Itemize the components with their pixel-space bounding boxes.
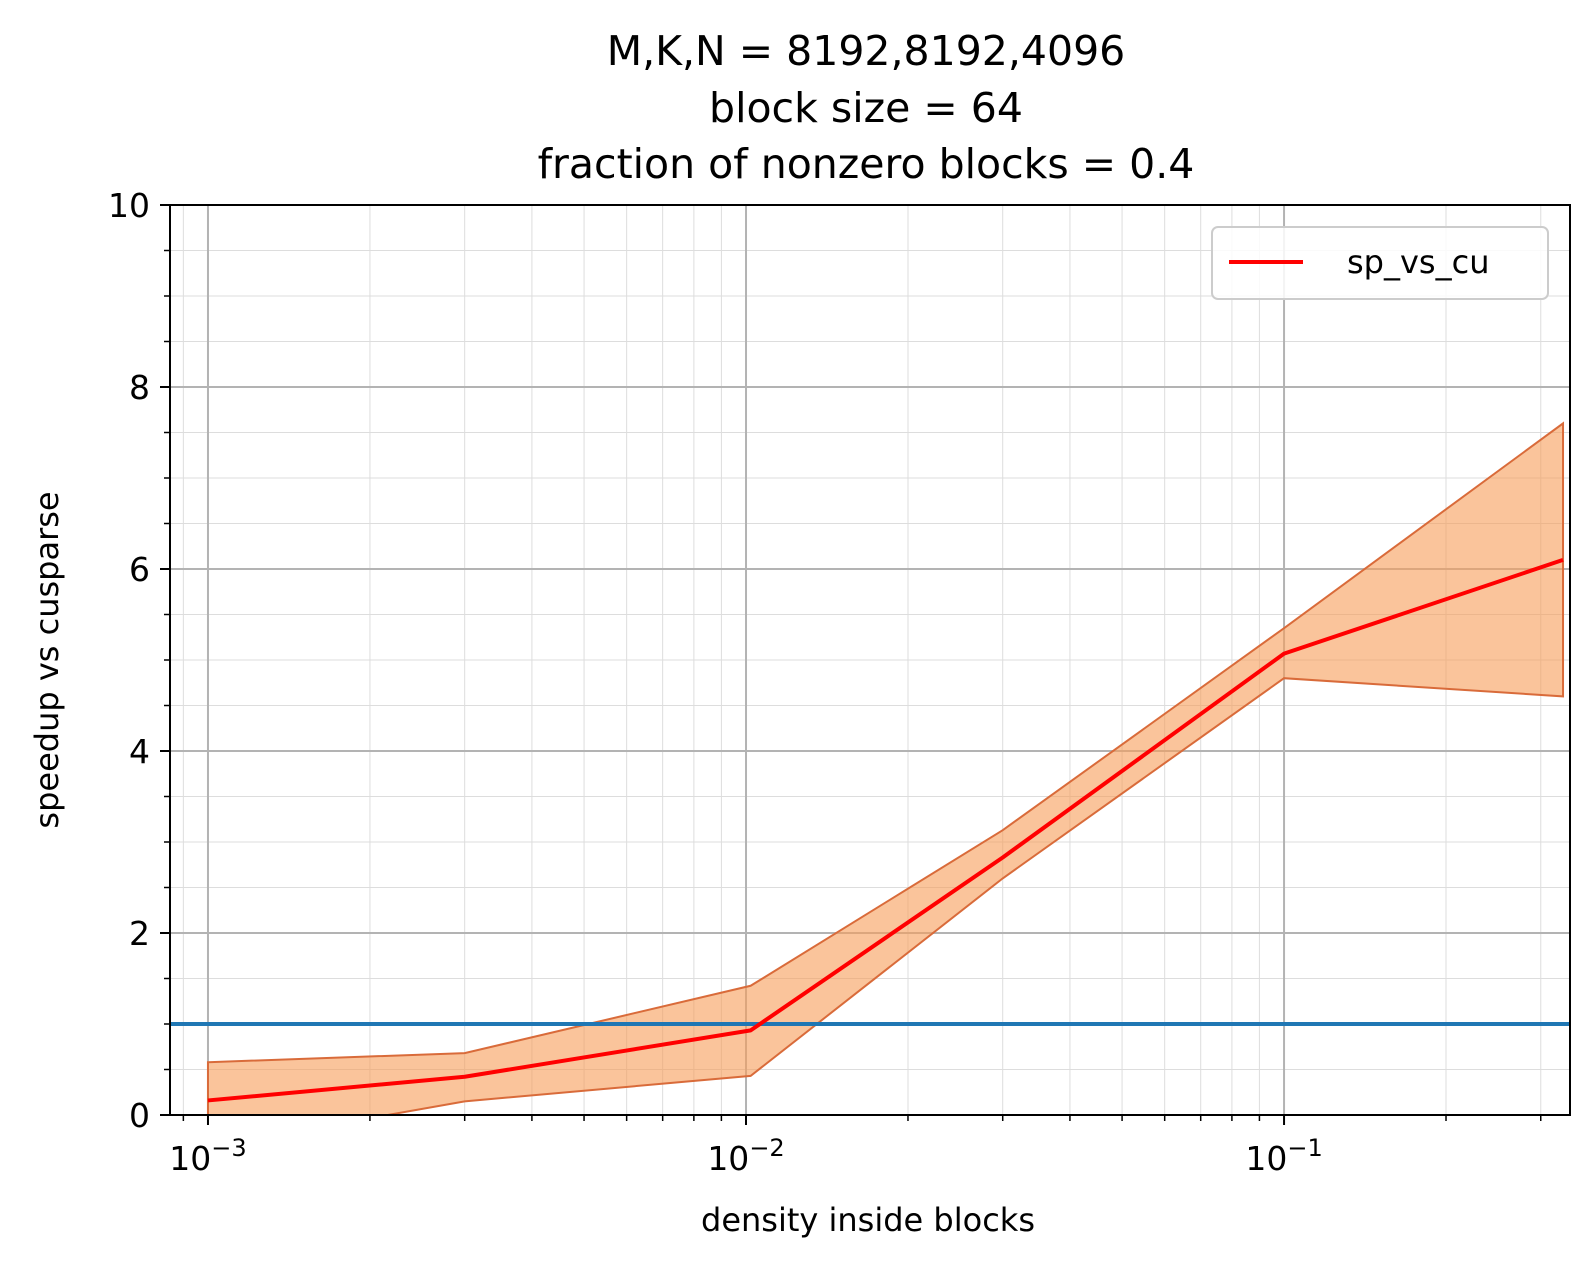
y-tick-label: 0 bbox=[129, 1096, 150, 1135]
y-tick-label: 4 bbox=[129, 732, 150, 771]
minor-grid bbox=[170, 205, 1570, 1115]
y-tick-label: 2 bbox=[129, 914, 150, 953]
chart-title-line-2: block size = 64 bbox=[709, 84, 1023, 132]
variance-band bbox=[206, 421, 1565, 1115]
x-axis-ticks: 10−3 10−2 10−1 bbox=[169, 1115, 1542, 1178]
legend-box bbox=[1211, 226, 1549, 300]
x-tick-label: 10−3 bbox=[169, 1134, 246, 1178]
x-tick-label: 10−1 bbox=[1245, 1134, 1322, 1178]
y-tick-label: 10 bbox=[108, 186, 150, 225]
x-tick-label: 10−2 bbox=[707, 1134, 784, 1178]
chart-title: M,K,N = 8192,8192,4096 block size = 64 f… bbox=[538, 27, 1195, 188]
legend[interactable]: sp_vs_cu bbox=[1211, 226, 1549, 300]
y-tick-label: 6 bbox=[129, 550, 150, 589]
chart-title-line-1: M,K,N = 8192,8192,4096 bbox=[607, 27, 1126, 75]
x-axis-label: density inside blocks bbox=[701, 1201, 1035, 1239]
chart-title-line-3: fraction of nonzero blocks = 0.4 bbox=[538, 140, 1195, 188]
legend-label-sp-vs-cu: sp_vs_cu bbox=[1347, 243, 1489, 281]
series-line-sp-vs-cu bbox=[207, 558, 1564, 1103]
y-tick-label: 8 bbox=[129, 368, 150, 407]
y-axis-ticks: 0 2 4 6 8 10 bbox=[108, 186, 170, 1135]
y-axis-label: speedup vs cusparse bbox=[28, 491, 66, 828]
